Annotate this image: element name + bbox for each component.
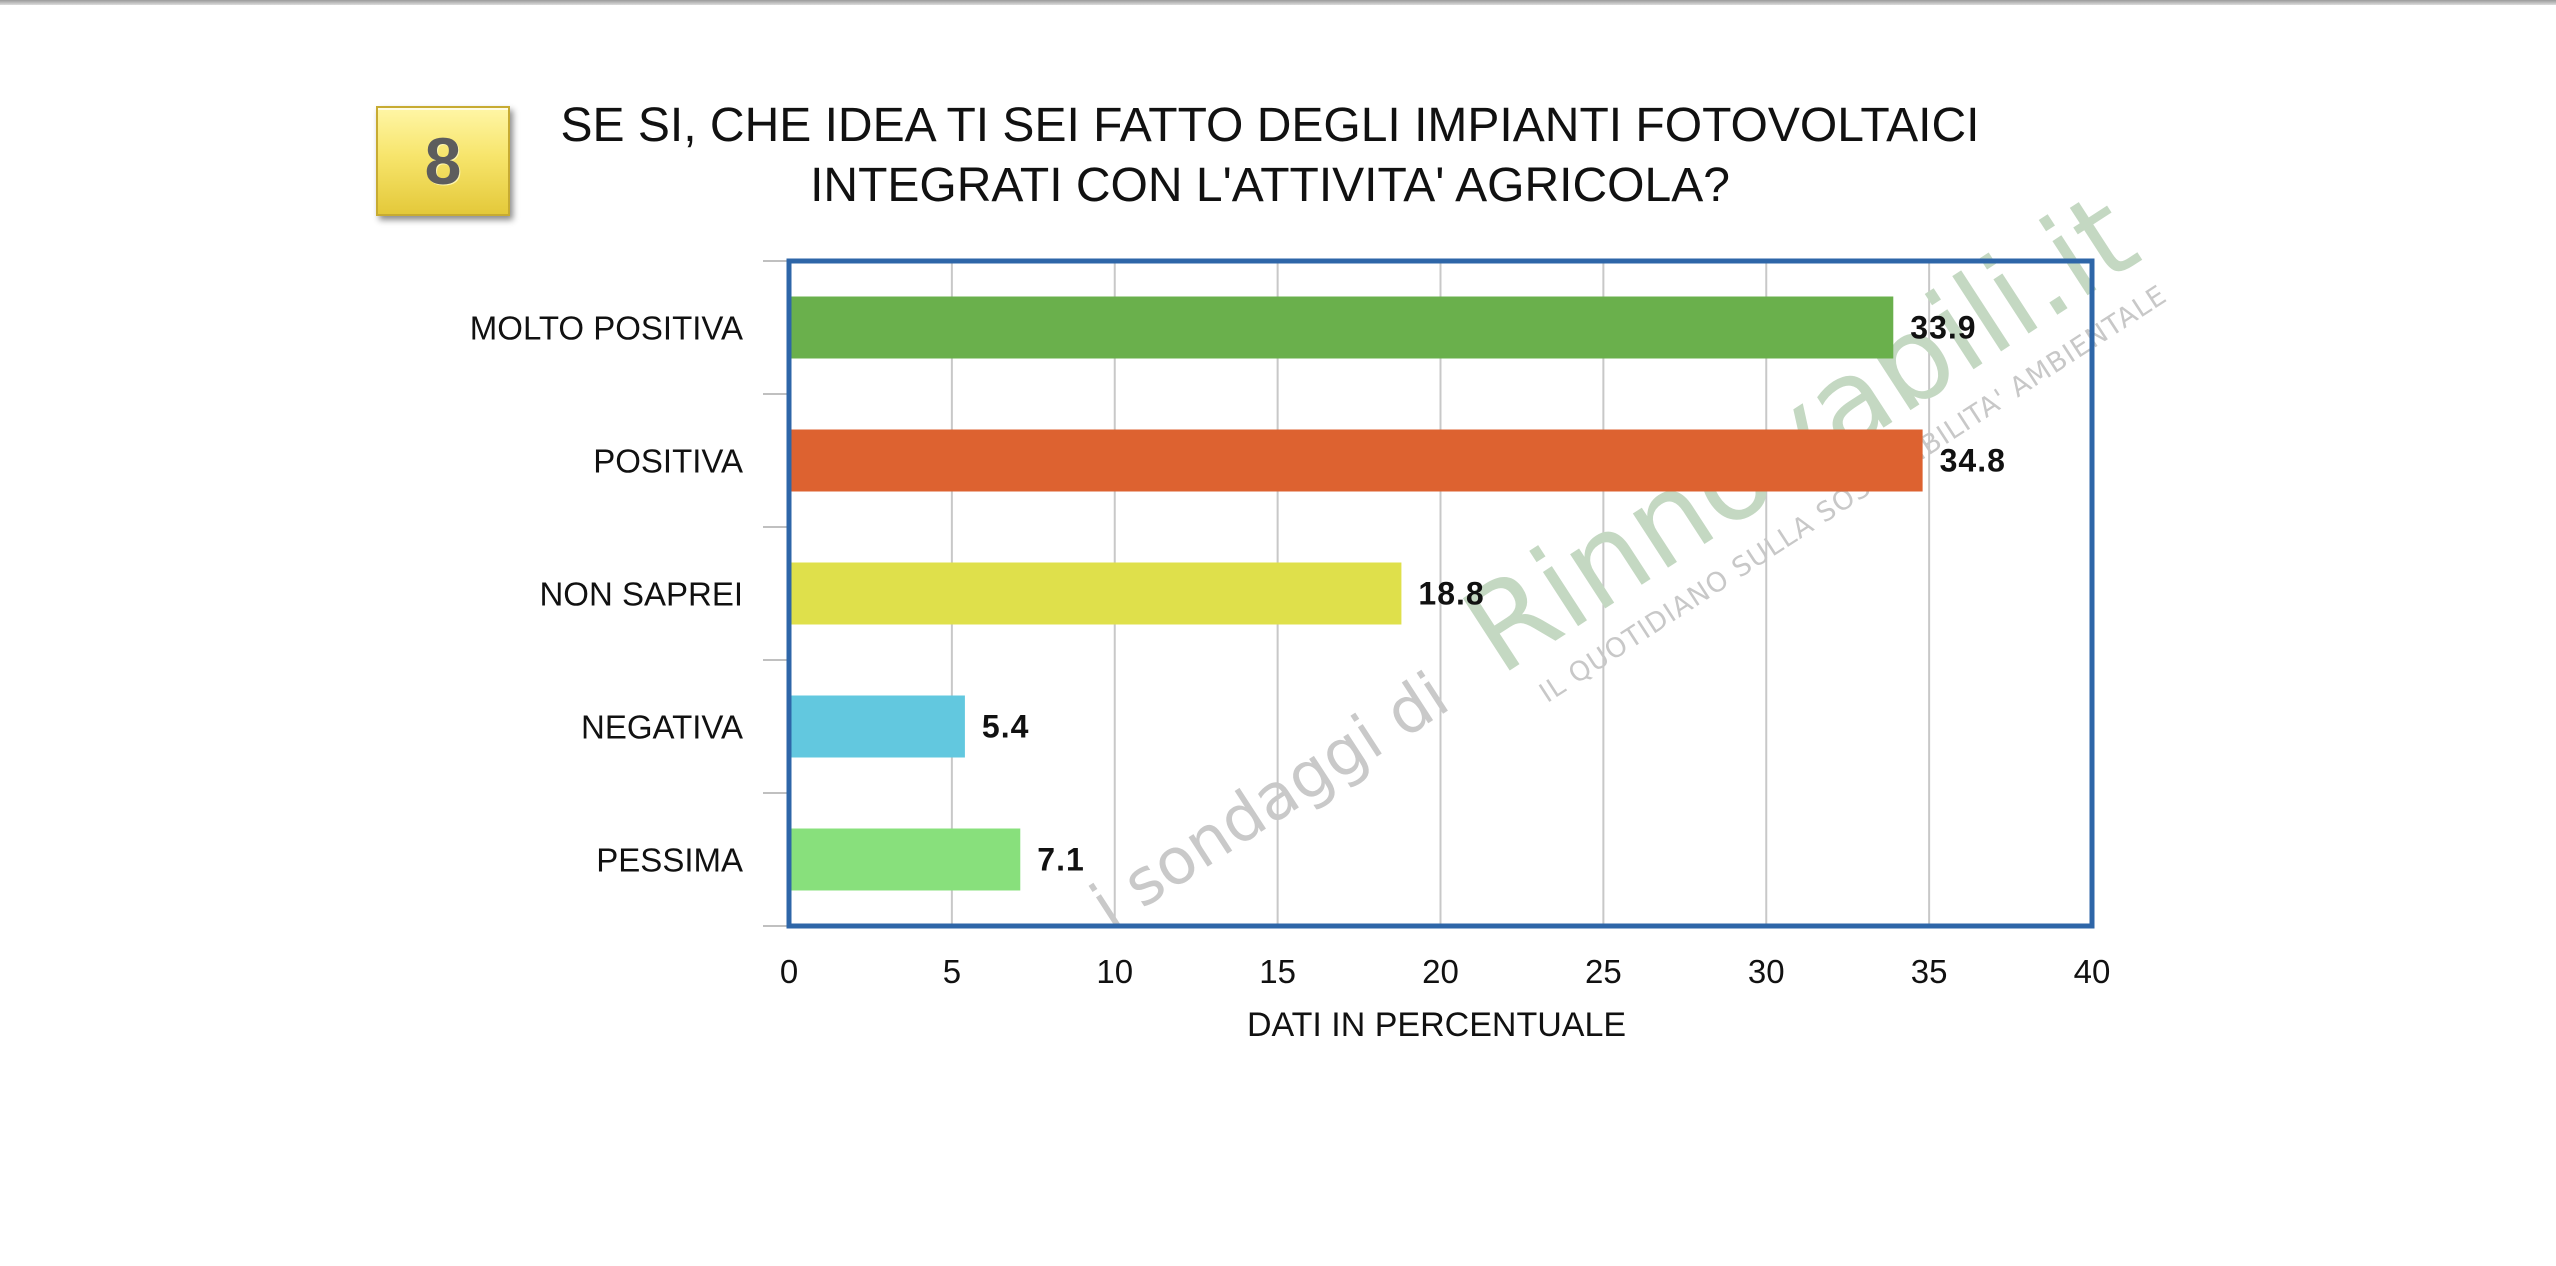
x-axis-label: DATI IN PERCENTUALE xyxy=(1247,1006,1626,1044)
x-tick-label: 30 xyxy=(1748,953,1785,990)
bar xyxy=(789,429,1923,492)
category-label: POSITIVA xyxy=(593,443,743,480)
x-tick-label: 0 xyxy=(780,953,798,990)
top-rule xyxy=(0,0,2556,5)
question-number-badge: 8 xyxy=(376,106,510,216)
chart-title-line-1: SE SI, CHE IDEA TI SEI FATTO DEGLI IMPIA… xyxy=(560,99,1980,152)
x-tick-label: 20 xyxy=(1422,953,1459,990)
bar xyxy=(789,296,1894,359)
question-number: 8 xyxy=(424,124,462,198)
bar xyxy=(789,562,1402,625)
data-label: 18.8 xyxy=(1418,576,1484,612)
x-tick-label: 40 xyxy=(2074,953,2111,990)
x-tick-label: 10 xyxy=(1096,953,1133,990)
data-label: 7.1 xyxy=(1037,842,1084,878)
plot-frame xyxy=(786,258,2095,929)
bar xyxy=(789,695,965,758)
data-label: 34.8 xyxy=(1940,443,2006,479)
category-label: MOLTO POSITIVA xyxy=(470,310,743,347)
category-label: NEGATIVA xyxy=(581,709,743,746)
x-tick-label: 5 xyxy=(943,953,961,990)
x-tick-label: 15 xyxy=(1259,953,1296,990)
chart-title-line-2: INTEGRATI CON L'ATTIVITA' AGRICOLA? xyxy=(810,159,1730,212)
category-label: NON SAPREI xyxy=(539,576,743,613)
bar xyxy=(789,828,1021,891)
watermark-prefix: i sondaggi di xyxy=(1078,659,1461,944)
x-tick-label: 35 xyxy=(1911,953,1948,990)
category-label: PESSIMA xyxy=(596,842,743,879)
chart-title: SE SI, CHE IDEA TI SEI FATTO DEGLI IMPIA… xyxy=(520,96,2020,216)
data-label: 33.9 xyxy=(1910,310,1976,346)
x-tick-label: 25 xyxy=(1585,953,1622,990)
data-label: 5.4 xyxy=(982,709,1029,745)
